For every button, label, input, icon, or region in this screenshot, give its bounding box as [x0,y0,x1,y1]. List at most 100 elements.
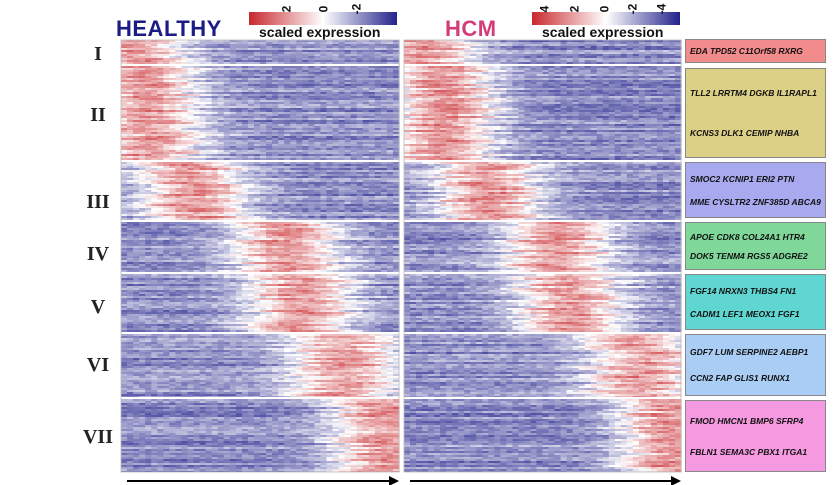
heatmap-cell [187,98,195,100]
heatmap-cell [139,198,146,200]
heatmap-cell [302,130,309,132]
heatmap-cell [223,40,231,42]
heatmap-cell [278,46,285,48]
heatmap-cell [302,70,309,72]
heatmap-cell [121,46,128,48]
heatmap-cell [302,206,309,208]
heatmap-cell [272,42,279,44]
heatmap-cell [121,50,128,52]
heatmap-cell [302,238,309,240]
heatmap-cell [314,56,322,58]
heatmap-cell [368,222,376,224]
heatmap-cell [169,92,176,94]
heatmap-cell [362,112,370,114]
heatmap-cell [320,104,328,106]
heatmap-cell [326,218,334,220]
heatmap-cell [368,136,376,138]
heatmap-cell [314,240,322,242]
heatmap-cell [253,152,261,154]
heatmap-cell [121,224,128,226]
heatmap-cell [157,96,164,98]
heatmap-cell [284,176,291,178]
heatmap-cell [211,234,219,236]
heatmap-cell [338,116,346,118]
heatmap-cell [356,112,364,114]
heatmap-cell [266,230,273,232]
heatmap-cell [187,216,195,218]
heatmap-cell [296,168,303,170]
heatmap-cell [145,246,152,248]
heatmap-cell [356,128,364,130]
heatmap-cell [284,194,291,196]
heatmap-cell [151,224,158,226]
heatmap-cell [350,48,358,50]
heatmap-cell [260,166,267,168]
heatmap-cell [266,134,273,136]
heatmap-cell [217,162,225,164]
heatmap-cell [205,212,213,214]
heatmap-cell [145,248,152,250]
heatmap-cell [338,118,346,120]
heatmap-cell [350,208,358,210]
heatmap-cell [217,130,225,132]
heatmap-cell [368,94,376,96]
heatmap-cell [187,214,195,216]
heatmap-cell [139,70,146,72]
heatmap-cell [326,86,334,88]
colorbar-healthy-label: scaled expression [259,24,381,40]
heatmap-cell [193,120,201,122]
heatmap-cell [278,70,285,72]
heatmap-cell [344,60,352,62]
heatmap-cell [151,204,158,206]
heatmap-cell [380,54,388,56]
heatmap-cell [314,106,322,108]
heatmap-cell [223,156,231,158]
heatmap-cell [374,110,382,112]
heatmap-cell [133,130,140,132]
heatmap-cell [151,158,158,160]
heatmap-cell [350,138,358,140]
heatmap-cell [356,222,364,224]
heatmap-cell [362,174,370,176]
heatmap-cell [386,238,394,240]
heatmap-cell [284,214,291,216]
heatmap-cell [326,40,334,42]
heatmap-cell [211,148,219,150]
heatmap-cell [175,148,183,150]
heatmap-cell [247,216,255,218]
heatmap-cell [163,230,170,232]
heatmap-cell [320,62,328,64]
heatmap-cell [392,40,400,42]
heatmap-cell [157,62,164,64]
heatmap-cell [247,52,255,54]
heatmap-cell [193,260,201,262]
heatmap-cell [278,182,285,184]
heatmap-cell [320,184,328,186]
heatmap-cell [290,126,297,128]
heatmap-cell [284,138,291,140]
heatmap-cell [133,84,140,86]
heatmap-cell [314,80,322,82]
heatmap-cell [266,46,273,48]
heatmap-cell [211,250,219,252]
heatmap-cell [374,106,382,108]
heatmap-cell [151,126,158,128]
heatmap-cell [272,212,279,214]
heatmap-cell [284,218,291,220]
heatmap-cell [217,218,225,220]
heatmap-cell [356,52,364,54]
heatmap-cell [326,208,334,210]
heatmap-cell [344,170,352,172]
heatmap-cell [272,122,279,124]
heatmap-cell [296,202,303,204]
heatmap-cell [338,54,346,56]
heatmap-cell [386,92,394,94]
heatmap-cell [133,252,140,254]
heatmap-cell [380,74,388,76]
heatmap-cell [157,246,164,248]
heatmap-cell [296,120,303,122]
heatmap-cell [362,146,370,148]
heatmap-cell [284,256,291,258]
heatmap-cell [374,230,382,232]
heatmap-cell [205,82,213,84]
